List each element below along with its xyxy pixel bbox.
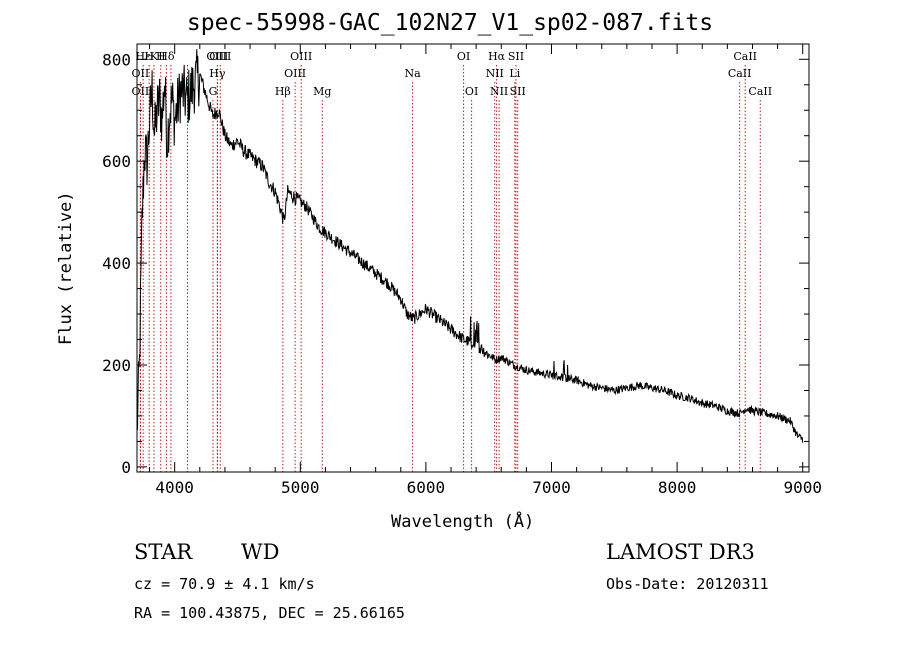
axis-ticks: 4000 5000 6000 7000 8000 9000 0 200 400 600 800	[102, 44, 822, 497]
line-label: Hβ	[275, 85, 291, 98]
line-label: OIII	[209, 50, 231, 63]
emission-line-markers	[139, 65, 761, 472]
line-label: Li	[509, 67, 520, 80]
x-tick-label: 9000	[783, 478, 822, 497]
x-axis-label: Wavelength (Å)	[391, 512, 535, 532]
line-label: Hε	[136, 50, 152, 63]
line-label: Hγ	[209, 67, 226, 80]
plot-axes	[136, 43, 810, 473]
y-tick-label: 800	[102, 50, 131, 69]
line-label: Na	[404, 67, 421, 80]
line-label: G	[209, 85, 218, 98]
line-label: OI	[457, 50, 470, 63]
x-tick-label: 4000	[155, 478, 194, 497]
line-label: H	[144, 50, 154, 63]
line-label: K	[150, 50, 159, 63]
x-tick-label: 6000	[407, 478, 446, 497]
line-label: OI	[465, 85, 478, 98]
line-label: H	[156, 50, 166, 63]
line-label: SII	[508, 50, 524, 63]
line-label: NII	[486, 67, 504, 80]
line-label: Hδ	[158, 50, 175, 63]
line-label: OII	[132, 67, 150, 80]
line-label: NII	[490, 85, 508, 98]
y-tick-label: 600	[102, 152, 131, 171]
y-tick-label: 200	[102, 356, 131, 375]
x-tick-label: 5000	[281, 478, 320, 497]
line-label: OII	[132, 85, 150, 98]
spectrum-line	[136, 49, 804, 443]
plot-frame	[136, 43, 810, 473]
line-label: CaII	[733, 50, 757, 63]
x-tick-label: 8000	[658, 478, 697, 497]
line-label: Hα	[488, 50, 506, 63]
observation-date: Obs-Date: 20120311	[606, 575, 769, 593]
line-label: SII	[510, 85, 526, 98]
line-label: OIII	[206, 50, 228, 63]
y-tick-label: 400	[102, 254, 131, 273]
line-label: CaII	[748, 85, 772, 98]
coordinates: RA = 100.43875, DEC = 25.66165	[134, 604, 405, 622]
line-label: CaII	[728, 67, 752, 80]
object-class: STAR	[134, 540, 193, 564]
line-label: OIII	[284, 67, 306, 80]
y-tick-label: 0	[121, 458, 131, 477]
line-label: Mg	[313, 85, 331, 98]
redshift-velocity: cz = 70.9 ± 4.1 km/s	[134, 575, 315, 593]
y-axis-label: Flux (relative)	[56, 191, 76, 345]
x-tick-label: 7000	[532, 478, 571, 497]
spectrum-series	[136, 49, 804, 443]
chart-title: spec-55998-GAC_102N27_V1_sp02-087.fits	[186, 10, 714, 36]
object-subclass: WD	[241, 540, 280, 564]
line-label: OIII	[290, 50, 312, 63]
survey-name: LAMOST DR3	[606, 540, 755, 564]
